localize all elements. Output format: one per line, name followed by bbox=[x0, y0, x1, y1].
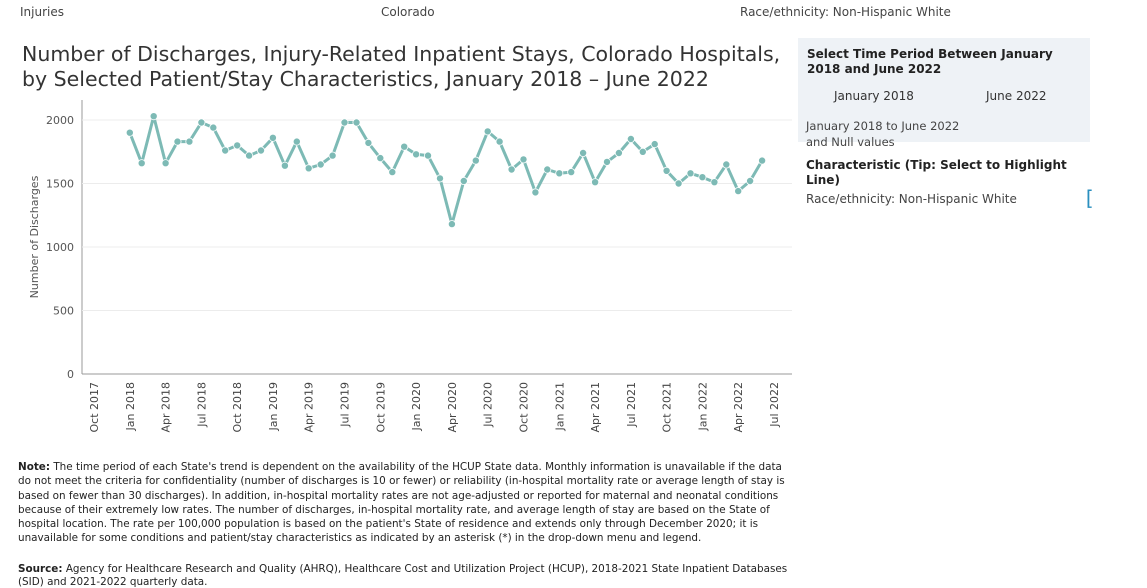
data-point bbox=[221, 146, 230, 155]
x-tick-label: Apr 2018 bbox=[160, 382, 173, 433]
x-tick-label: Apr 2019 bbox=[303, 382, 316, 433]
data-point bbox=[233, 141, 242, 150]
source-body: Agency for Healthcare Research and Quali… bbox=[18, 563, 788, 588]
characteristic-title: Characteristic (Tip: Select to Highlight… bbox=[806, 158, 1067, 187]
y-tick-label: 1000 bbox=[46, 241, 74, 254]
data-point bbox=[710, 178, 719, 187]
data-point bbox=[734, 187, 743, 196]
source-label: Source: bbox=[18, 563, 63, 575]
data-point bbox=[722, 160, 731, 169]
data-point bbox=[543, 165, 552, 174]
state-label: Colorado bbox=[381, 5, 435, 19]
data-point bbox=[674, 179, 683, 188]
time-range-text[interactable]: January 2018 to June 2022 and Null value… bbox=[806, 119, 960, 149]
bracket-icon[interactable]: [ bbox=[1083, 186, 1096, 210]
data-point bbox=[197, 118, 206, 127]
chart-title: Number of Discharges, Injury-Related Inp… bbox=[22, 42, 781, 91]
data-point bbox=[495, 137, 504, 146]
x-tick-label: Jan 2020 bbox=[410, 382, 423, 431]
x-tick-label: Jan 2021 bbox=[553, 382, 566, 431]
x-tick-label: Apr 2022 bbox=[732, 382, 745, 433]
data-point bbox=[447, 220, 456, 229]
x-tick-label: Jul 2020 bbox=[482, 382, 495, 428]
note-label: Note: bbox=[18, 461, 51, 473]
data-point bbox=[650, 140, 659, 149]
data-point bbox=[626, 134, 635, 143]
x-tick-label: Jan 2018 bbox=[124, 382, 137, 431]
x-tick-label: Apr 2021 bbox=[589, 382, 602, 433]
x-tick-label: Oct 2020 bbox=[517, 382, 530, 433]
data-point bbox=[376, 154, 385, 163]
note-body: The time period of each State's trend is… bbox=[18, 461, 785, 545]
data-point bbox=[256, 146, 265, 155]
end-date-label[interactable]: June 2022 bbox=[986, 89, 1047, 103]
data-point bbox=[412, 150, 421, 159]
start-date-label[interactable]: January 2018 bbox=[834, 89, 914, 103]
data-point bbox=[209, 123, 218, 132]
data-point bbox=[758, 156, 767, 165]
data-point bbox=[304, 164, 313, 173]
y-tick-label: 2000 bbox=[46, 114, 74, 127]
data-point bbox=[746, 176, 755, 185]
data-point bbox=[173, 137, 182, 146]
line-chart: 0 500 1000 1500 2000 Number of Discharges Oct … bbox=[28, 100, 792, 433]
data-point bbox=[603, 157, 612, 166]
data-point bbox=[519, 155, 528, 164]
x-tick-label: Jul 2022 bbox=[768, 382, 781, 428]
data-point bbox=[662, 166, 671, 175]
data-point bbox=[388, 168, 397, 177]
data-point bbox=[316, 160, 325, 169]
data-point bbox=[698, 173, 707, 182]
data-point bbox=[555, 169, 564, 178]
data-point bbox=[435, 174, 444, 183]
y-tick-label: 0 bbox=[67, 368, 74, 381]
data-point bbox=[268, 133, 277, 142]
note-text: Note: The time period of each State's tr… bbox=[18, 460, 793, 546]
data-point bbox=[149, 112, 158, 121]
data-point bbox=[591, 178, 600, 187]
data-point bbox=[423, 151, 432, 160]
x-tick-label: Oct 2018 bbox=[231, 382, 244, 433]
data-point bbox=[245, 151, 254, 160]
characteristic-legend-item[interactable]: Race/ethnicity: Non-Hispanic White bbox=[806, 192, 1017, 206]
x-tick-label: Jan 2019 bbox=[267, 382, 280, 431]
topic-label: Injuries bbox=[20, 5, 64, 19]
time-period-title: Select Time Period Between January 2018 … bbox=[807, 47, 1053, 76]
y-tick-label: 1500 bbox=[46, 178, 74, 191]
time-period-panel bbox=[798, 38, 1090, 142]
data-point bbox=[507, 165, 516, 174]
data-point bbox=[531, 188, 540, 197]
data-point bbox=[579, 148, 588, 157]
data-point bbox=[459, 176, 468, 185]
y-axis-title: Number of Discharges bbox=[28, 175, 41, 298]
source-text: Source: Agency for Healthcare Research a… bbox=[18, 563, 793, 588]
data-point bbox=[686, 169, 695, 178]
data-point bbox=[614, 148, 623, 157]
data-point bbox=[483, 127, 492, 136]
x-tick-label: Apr 2020 bbox=[446, 382, 459, 433]
data-point bbox=[340, 118, 349, 127]
data-point bbox=[292, 137, 301, 146]
data-point bbox=[161, 159, 170, 168]
data-point bbox=[328, 151, 337, 160]
data-point bbox=[137, 159, 146, 168]
data-point bbox=[352, 118, 361, 127]
data-point bbox=[400, 142, 409, 151]
x-tick-label: Oct 2019 bbox=[374, 382, 387, 433]
x-tick-label: Jul 2019 bbox=[339, 382, 352, 428]
data-point bbox=[280, 161, 289, 170]
characteristic-label: Race/ethnicity: Non-Hispanic White bbox=[740, 5, 951, 19]
x-tick-label: Jul 2018 bbox=[195, 382, 208, 428]
y-tick-label: 500 bbox=[53, 305, 74, 318]
x-tick-label: Jan 2022 bbox=[696, 382, 709, 431]
data-point bbox=[471, 156, 480, 165]
x-tick-label: Jul 2021 bbox=[625, 382, 638, 428]
data-point bbox=[125, 128, 134, 137]
data-point bbox=[638, 147, 647, 156]
data-point bbox=[364, 138, 373, 147]
x-tick-label: Oct 2021 bbox=[661, 382, 674, 433]
data-point bbox=[567, 168, 576, 177]
data-point bbox=[185, 137, 194, 146]
x-tick-label: Oct 2017 bbox=[88, 382, 101, 433]
